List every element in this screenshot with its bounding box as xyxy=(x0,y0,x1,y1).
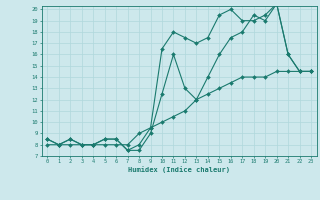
X-axis label: Humidex (Indice chaleur): Humidex (Indice chaleur) xyxy=(128,166,230,173)
